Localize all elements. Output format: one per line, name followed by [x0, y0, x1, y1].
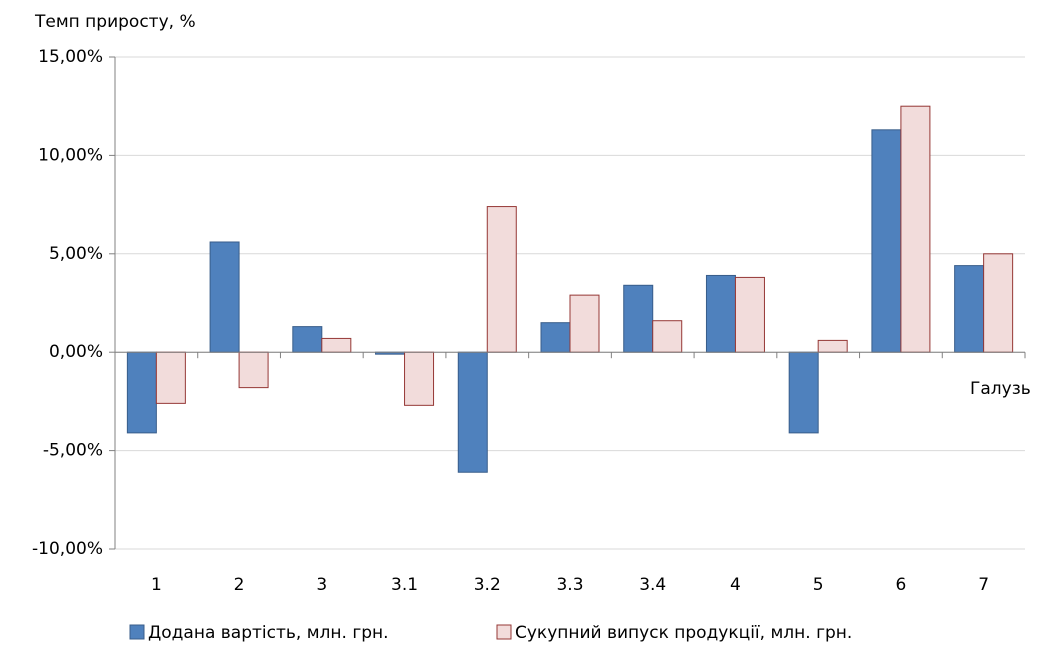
bar	[871, 129, 902, 353]
x-tick-label: 6	[895, 575, 906, 595]
bar	[457, 351, 488, 473]
y-axis-label: Темп приросту, %	[34, 12, 196, 32]
x-tick-label: 3.1	[391, 575, 418, 595]
legend-label: Сукупний випуск продукції, млн. грн.	[515, 623, 852, 643]
y-tick-label: -10,00%	[32, 539, 103, 559]
bar	[321, 337, 352, 353]
bar	[817, 339, 848, 353]
bar	[652, 320, 683, 353]
x-tick-label: 3.2	[474, 575, 501, 595]
bar	[238, 351, 269, 389]
bar	[788, 351, 819, 434]
x-tick-label: 2	[234, 575, 245, 595]
bar	[209, 241, 240, 353]
bar	[900, 105, 931, 353]
bar	[734, 276, 765, 353]
x-tick-label: 3.4	[639, 575, 666, 595]
y-tick-label: -5,00%	[43, 441, 103, 461]
legend-swatch	[496, 624, 512, 640]
x-tick-label: 7	[978, 575, 989, 595]
bar	[983, 253, 1014, 353]
bar	[705, 274, 736, 353]
bar	[292, 326, 323, 353]
bar	[404, 351, 435, 406]
bar	[126, 351, 157, 434]
x-tick-label: 3.3	[556, 575, 583, 595]
bar	[540, 322, 571, 353]
y-tick-label: 0,00%	[49, 342, 103, 362]
bar	[569, 294, 600, 353]
bar	[486, 206, 517, 353]
legend-label: Додана вартість, млн. грн.	[148, 623, 389, 643]
x-axis-label: Галузь	[970, 379, 1031, 399]
x-tick-label: 1	[151, 575, 162, 595]
x-tick-label: 5	[813, 575, 824, 595]
bar	[623, 284, 654, 353]
bar	[954, 265, 985, 353]
y-tick-label: 15,00%	[38, 47, 103, 67]
legend-swatch	[129, 624, 145, 640]
y-tick-label: 5,00%	[49, 244, 103, 264]
x-tick-label: 3	[316, 575, 327, 595]
bar	[155, 351, 186, 404]
y-tick-label: 10,00%	[38, 145, 103, 165]
x-tick-label: 4	[730, 575, 741, 595]
